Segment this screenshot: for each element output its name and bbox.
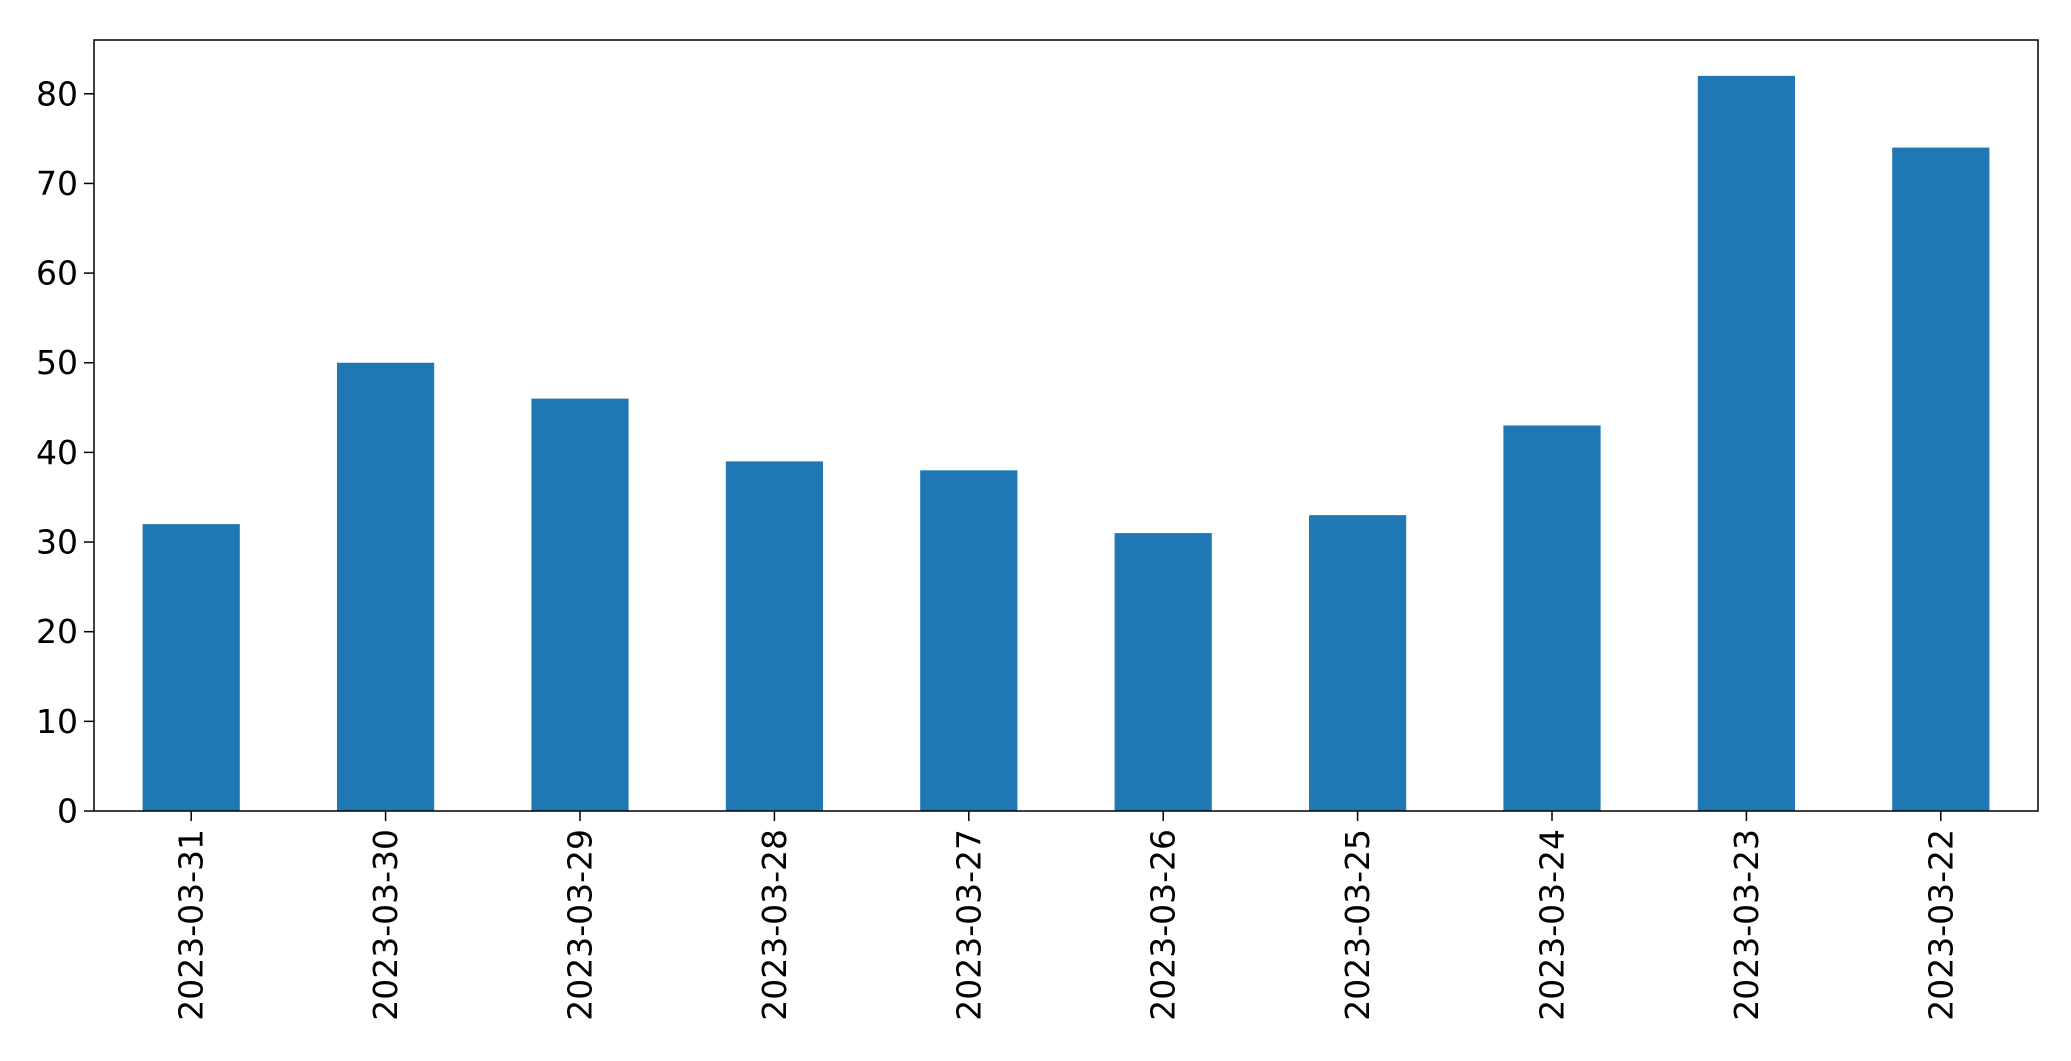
x-tick-label: 2023-03-26 <box>1144 829 1183 1021</box>
bar-2023-03-22 <box>1892 147 1990 811</box>
y-tick-label: 30 <box>36 523 78 562</box>
y-tick-label: 0 <box>57 792 78 831</box>
x-tick-label: 2023-03-22 <box>1921 829 1960 1021</box>
x-tick-label: 2023-03-31 <box>172 829 211 1021</box>
bar-2023-03-27 <box>920 470 1018 811</box>
y-tick-label: 20 <box>36 612 78 651</box>
plot-frame <box>93 39 2039 812</box>
y-tick-label: 80 <box>36 74 78 113</box>
bar-2023-03-30 <box>337 362 435 811</box>
x-tick-label: 2023-03-23 <box>1727 829 1766 1021</box>
y-tick-label: 40 <box>36 433 78 472</box>
x-tick-label: 2023-03-25 <box>1338 829 1377 1021</box>
bars-layer <box>142 75 1990 811</box>
x-tick-label: 2023-03-27 <box>949 829 988 1021</box>
bar-2023-03-31 <box>142 524 240 811</box>
x-tick-label: 2023-03-30 <box>366 829 405 1021</box>
bar-2023-03-23 <box>1697 75 1795 811</box>
x-tick-label: 2023-03-24 <box>1533 829 1572 1021</box>
bar-2023-03-24 <box>1503 425 1601 811</box>
x-axis: 2023-03-31 2023-03-30 2023-03-29 2023-03-28… <box>172 811 1960 1021</box>
y-tick-label: 10 <box>36 702 78 741</box>
bar-2023-03-25 <box>1309 515 1407 811</box>
y-tick-label: 70 <box>36 164 78 203</box>
x-tick-label: 2023-03-28 <box>755 829 794 1021</box>
x-tick-label: 2023-03-29 <box>561 829 600 1021</box>
bar-2023-03-28 <box>725 461 823 811</box>
y-tick-label: 50 <box>36 343 78 382</box>
bar-2023-03-29 <box>531 398 629 811</box>
y-tick-label: 60 <box>36 254 78 293</box>
bar-2023-03-26 <box>1114 533 1212 811</box>
y-axis: 0 10 20 30 40 50 60 70 80 <box>36 74 94 831</box>
